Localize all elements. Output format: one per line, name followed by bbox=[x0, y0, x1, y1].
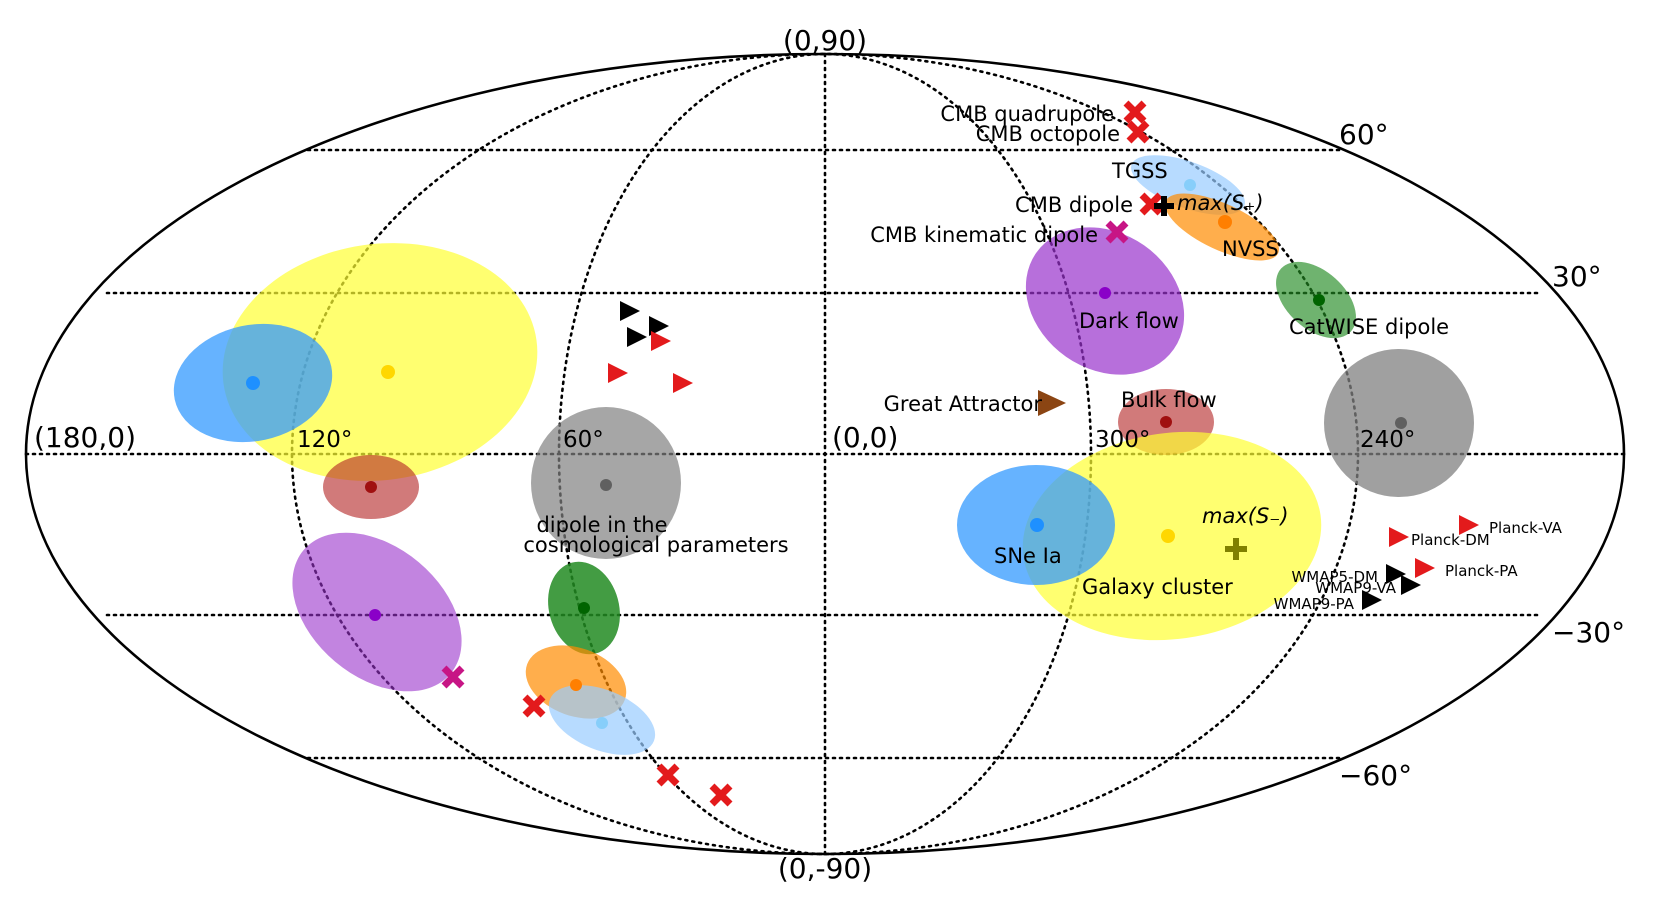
lon-60-label: 60° bbox=[563, 427, 604, 453]
planck-va-label: Planck-VA bbox=[1489, 519, 1563, 537]
coordinate-labels: (0,90) (0,-90) (180,0) (0,0) 120° 60° 30… bbox=[34, 24, 1625, 885]
green-center-left bbox=[578, 602, 590, 614]
wmap9-va-triangle bbox=[1401, 575, 1421, 595]
yellow-center-galaxy-cluster bbox=[1161, 529, 1175, 543]
triangle-markers bbox=[608, 301, 1479, 610]
blue-center-left bbox=[246, 376, 260, 390]
x-marker-cmb-dipole bbox=[1139, 192, 1163, 216]
x-marker-left-3 bbox=[656, 763, 680, 787]
nvss-label: NVSS bbox=[1222, 237, 1279, 261]
lat-60-label: 60° bbox=[1339, 118, 1389, 151]
red-triangle-3 bbox=[673, 373, 693, 393]
wmap5-dm-label: WMAP5-DM bbox=[1291, 568, 1378, 586]
lon-240-label: 240° bbox=[1360, 427, 1415, 453]
gray-center-right bbox=[1395, 417, 1407, 429]
x-marker-cmb-octopole bbox=[1126, 120, 1150, 144]
annotation-labels: CMB quadrupole CMB octopole TGSS CMB dip… bbox=[523, 102, 1562, 613]
cmb-quadrupole-label: CMB quadrupole bbox=[940, 102, 1114, 126]
max-s-minus-marker bbox=[1225, 538, 1247, 560]
tgss-label: TGSS bbox=[1111, 159, 1168, 183]
black-triangle-3 bbox=[627, 327, 647, 347]
plus-markers bbox=[1154, 196, 1247, 560]
blue-center-sne bbox=[1030, 518, 1044, 532]
region-centers bbox=[246, 179, 1407, 729]
orange-center-left bbox=[570, 679, 582, 691]
wmap9-pa-triangle bbox=[1362, 590, 1382, 610]
planck-dm-triangle bbox=[1389, 527, 1409, 547]
planck-va-triangle bbox=[1459, 515, 1479, 535]
red-center-bulkflow bbox=[1160, 416, 1172, 428]
cosmo-dipole-label-line1: dipole in the bbox=[536, 513, 667, 537]
wmap5-dm-triangle bbox=[1386, 564, 1406, 584]
great-attractor-label: Great Attractor bbox=[884, 392, 1043, 416]
red-triangle-1 bbox=[651, 331, 671, 351]
x-marker-left-2 bbox=[522, 694, 546, 718]
black-triangle-1 bbox=[620, 301, 640, 321]
x-marker-left-1 bbox=[441, 665, 465, 689]
planck-pa-triangle bbox=[1415, 558, 1435, 578]
cosmo-dipole-label-line2: cosmological parameters bbox=[523, 533, 788, 557]
lat-minus-60-label: −60° bbox=[1339, 759, 1412, 792]
catwise-dipole-label: CatWISE dipole bbox=[1289, 315, 1449, 339]
planck-dm-label: Planck-DM bbox=[1411, 531, 1490, 549]
max-s-minus-label: max(S₋) bbox=[1202, 504, 1289, 528]
yellow-center-left bbox=[381, 365, 395, 379]
purple-region-darkflow bbox=[1025, 227, 1185, 375]
x-markers bbox=[441, 100, 1163, 807]
lat-30-label: 30° bbox=[1552, 260, 1602, 293]
left-edge-label: (180,0) bbox=[34, 421, 136, 454]
x-marker-cmb-quadrupole bbox=[1123, 100, 1147, 124]
regions bbox=[173, 155, 1474, 755]
red-center-left bbox=[365, 481, 377, 493]
lat-minus-30-label: −30° bbox=[1552, 616, 1625, 649]
lightblue-center-tgss bbox=[1184, 179, 1196, 191]
cmb-dipole-label: CMB dipole bbox=[1015, 193, 1133, 217]
great-attractor-triangle bbox=[1038, 390, 1066, 416]
purple-center-darkflow bbox=[1099, 287, 1111, 299]
planck-pa-label: Planck-PA bbox=[1445, 562, 1518, 580]
south-pole-label: (0,-90) bbox=[778, 852, 872, 885]
green-center-catwise bbox=[1313, 294, 1325, 306]
lon-300-label: 300° bbox=[1095, 427, 1150, 453]
mollweide-boundary bbox=[24, 52, 1626, 856]
wmap9-pa-label: WMAP9-PA bbox=[1274, 595, 1355, 613]
galaxy-cluster-label: Galaxy cluster bbox=[1082, 575, 1233, 599]
max-s-plus-marker bbox=[1154, 196, 1174, 216]
gray-center-left bbox=[600, 479, 612, 491]
center-label: (0,0) bbox=[832, 421, 898, 454]
bulk-flow-label: Bulk flow bbox=[1121, 388, 1217, 412]
max-s-plus-label: max(S₊) bbox=[1177, 191, 1264, 215]
orange-center-nvss bbox=[1218, 215, 1232, 229]
cmb-kinematic-dipole-label: CMB kinematic dipole bbox=[870, 223, 1098, 247]
lon-120-label: 120° bbox=[297, 427, 352, 453]
purple-center-left bbox=[369, 609, 381, 621]
wmap9-va-label: WMAP9-VA bbox=[1315, 579, 1396, 597]
dark-flow-label: Dark flow bbox=[1079, 309, 1179, 333]
sne-ia-label: SNe Ia bbox=[994, 544, 1062, 568]
lightblue-center-left bbox=[596, 717, 608, 729]
cmb-octopole-label: CMB octopole bbox=[976, 122, 1120, 146]
red-triangle-2 bbox=[608, 363, 628, 383]
x-marker-left-4 bbox=[709, 783, 733, 807]
north-pole-label: (0,90) bbox=[783, 24, 867, 57]
x-marker-cmb-kinematic-dipole bbox=[1105, 220, 1129, 244]
black-triangle-2 bbox=[649, 316, 669, 336]
